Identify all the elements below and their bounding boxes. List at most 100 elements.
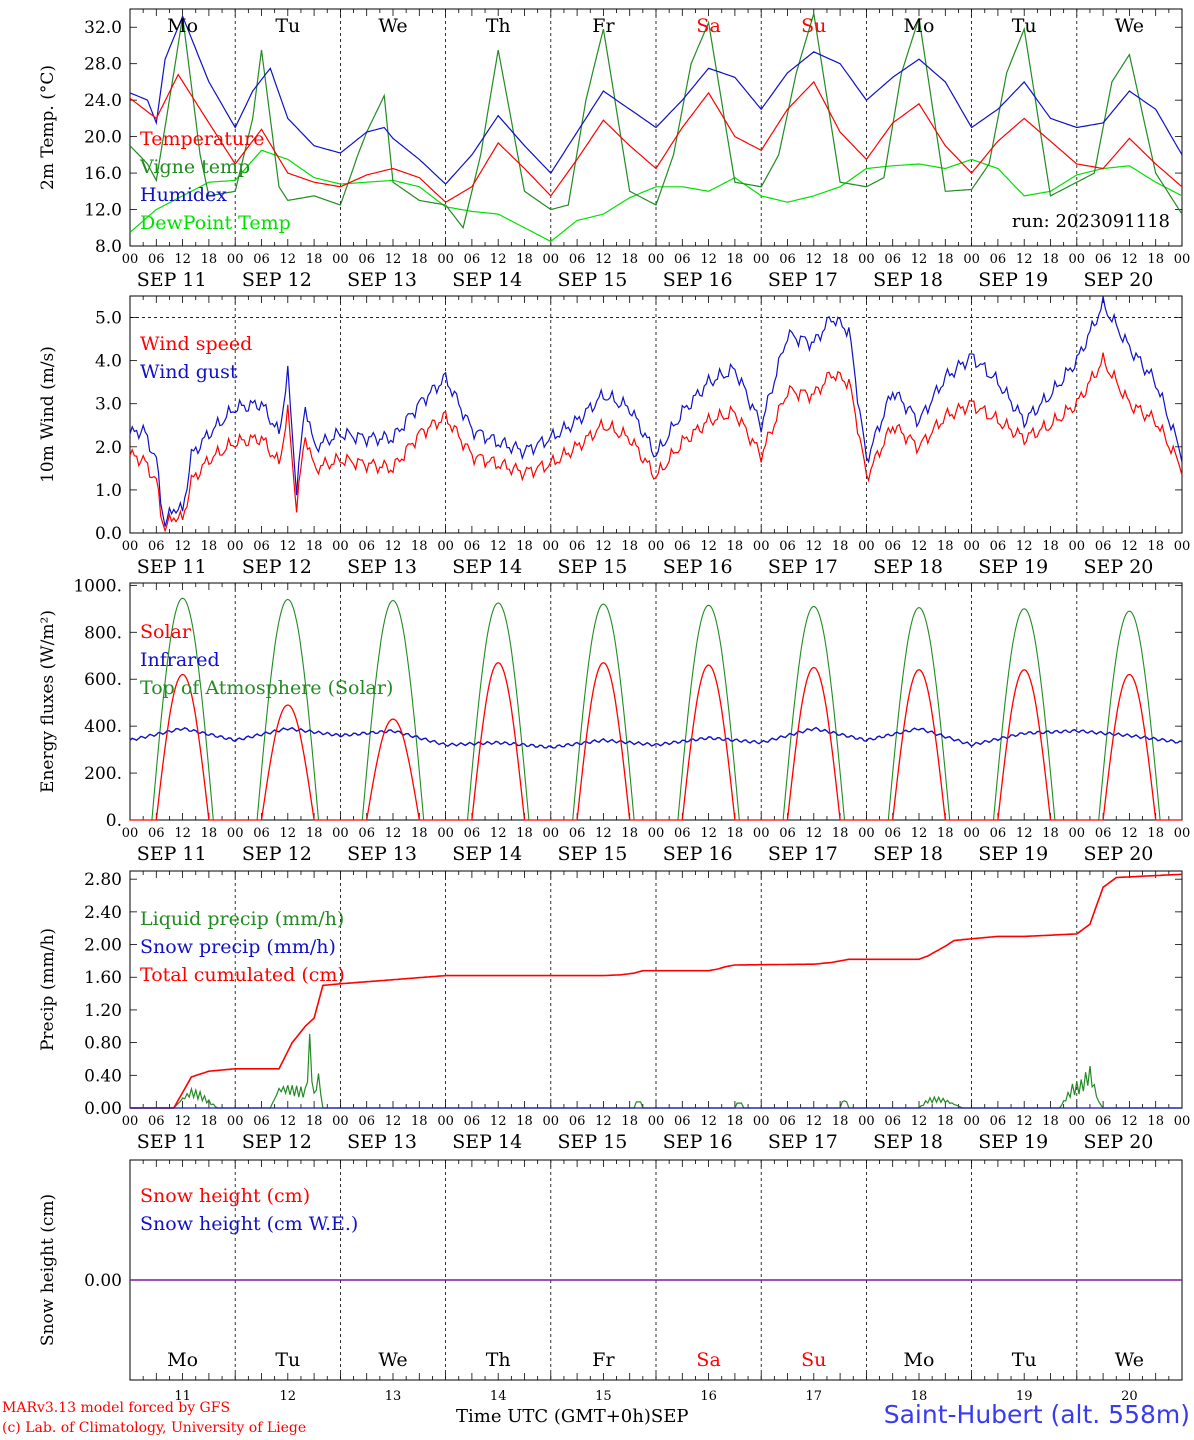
hour-label: 12: [911, 1114, 928, 1129]
day-number: 14: [490, 1389, 507, 1400]
hour-label: 12: [911, 539, 928, 554]
hour-label: 06: [1095, 539, 1112, 554]
hour-label: 00: [753, 252, 770, 267]
hour-label: 06: [253, 539, 270, 554]
hour-label: 18: [411, 539, 428, 554]
hour-label: 00: [437, 826, 454, 841]
date-label: SEP 12: [242, 843, 312, 865]
hour-label: 18: [621, 826, 638, 841]
date-label: SEP 16: [663, 269, 733, 291]
hour-label: 00: [753, 539, 770, 554]
day-number: 17: [806, 1389, 823, 1400]
date-label: SEP 13: [347, 269, 417, 291]
date-label: SEP 19: [978, 269, 1048, 291]
hour-label: 18: [411, 1114, 428, 1129]
legend-entry: Snow height (cm): [140, 1185, 310, 1207]
series-dewpoint-temp: [129, 149, 1183, 243]
hour-label: 00: [332, 539, 349, 554]
hour-label: 06: [464, 539, 481, 554]
hour-label: 06: [674, 539, 691, 554]
hour-label: 00: [1069, 539, 1086, 554]
time-axis-label: Time UTC (GMT+0h)SEP: [456, 1406, 688, 1427]
hour-label: 12: [1016, 539, 1033, 554]
date-label: SEP 18: [873, 1131, 943, 1153]
hour-label: 06: [253, 252, 270, 267]
hour-label: 06: [779, 1114, 796, 1129]
day-abbr: Tu: [275, 1349, 300, 1371]
hour-label: 12: [280, 1114, 297, 1129]
y-tick-label: 1.0: [95, 481, 122, 501]
hour-label: 18: [1042, 252, 1059, 267]
plot-frame: [129, 870, 1183, 1109]
y-tick-label: 0.: [106, 811, 122, 831]
hour-label: 12: [1121, 539, 1138, 554]
series-temperature: [129, 73, 1183, 203]
day-abbr: Fr: [592, 15, 615, 37]
day-number: 19: [1016, 1389, 1033, 1400]
hour-label: 18: [201, 1114, 218, 1129]
date-label: SEP 13: [347, 1131, 417, 1153]
hour-label: 18: [727, 826, 744, 841]
day-abbr: Tu: [275, 15, 300, 37]
day-number: 15: [595, 1389, 612, 1400]
hour-label: 12: [280, 252, 297, 267]
hour-label: 06: [358, 1114, 375, 1129]
hour-label: 06: [990, 252, 1007, 267]
hour-label: 18: [306, 1114, 323, 1129]
hour-label: 18: [201, 539, 218, 554]
hour-label: 00: [648, 539, 665, 554]
series-total-cumulated-cm-: [130, 873, 1183, 1109]
hour-label: 06: [884, 1114, 901, 1129]
day-number: 20: [1121, 1389, 1138, 1400]
y-tick-label: 20.0: [84, 128, 122, 148]
y-tick-label: 2.80: [84, 870, 122, 890]
y-axis-title: 2m Temp. (°C): [38, 65, 58, 190]
hour-label: 00: [648, 826, 665, 841]
hour-label: 18: [832, 539, 849, 554]
y-tick-label: 200.: [84, 764, 122, 784]
panel-3: 0. 200. 400. 600. 800. 1000. Energy fluxes (W/…: [38, 576, 1190, 865]
hour-label: 00: [1174, 826, 1191, 841]
day-abbr: Fr: [592, 1349, 615, 1371]
hour-label: 00: [332, 1114, 349, 1129]
legend-entry: Vigne temp: [139, 156, 250, 178]
hour-label: 06: [884, 826, 901, 841]
hour-label: 00: [1174, 252, 1191, 267]
hour-label: 00: [648, 252, 665, 267]
hour-label: 00: [227, 252, 244, 267]
series-wind-speed: [129, 352, 1183, 533]
hour-label: 12: [174, 826, 191, 841]
y-axis-title: Energy fluxes (W/m²): [38, 610, 58, 793]
hour-label: 18: [832, 1114, 849, 1129]
date-label: SEP 11: [137, 843, 207, 865]
hour-label: 18: [727, 252, 744, 267]
hour-label: 06: [358, 539, 375, 554]
plot-frame: [129, 295, 1183, 534]
day-number: 13: [385, 1389, 402, 1400]
hour-label: 12: [911, 252, 928, 267]
date-label: SEP 20: [1083, 1131, 1153, 1153]
date-label: SEP 19: [978, 843, 1048, 865]
hour-label: 00: [858, 1114, 875, 1129]
y-tick-label: 0.00: [84, 1271, 122, 1291]
hour-label: 06: [1095, 252, 1112, 267]
legend-entry: Solar: [140, 621, 192, 643]
y-tick-label: 0.80: [84, 1034, 122, 1054]
legend-entry: Wind gust: [140, 361, 238, 383]
hour-label: 12: [806, 1114, 823, 1129]
hour-label: 12: [595, 1114, 612, 1129]
date-label: SEP 14: [452, 269, 522, 291]
hour-label: 00: [543, 539, 560, 554]
legend-entry: DewPoint Temp: [140, 212, 291, 234]
hour-label: 06: [569, 826, 586, 841]
hour-label: 12: [806, 826, 823, 841]
y-tick-label: 1000.: [73, 576, 122, 596]
hour-label: 18: [937, 539, 954, 554]
legend-entry: Infrared: [140, 649, 220, 671]
hour-label: 06: [253, 1114, 270, 1129]
legend-entry: Liquid precip (mm/h): [140, 908, 344, 930]
date-label: SEP 19: [978, 556, 1048, 578]
date-label: SEP 15: [557, 269, 627, 291]
hour-label: 06: [884, 252, 901, 267]
time-axis-title: Time UTC (GMT+0h): [456, 1406, 651, 1427]
